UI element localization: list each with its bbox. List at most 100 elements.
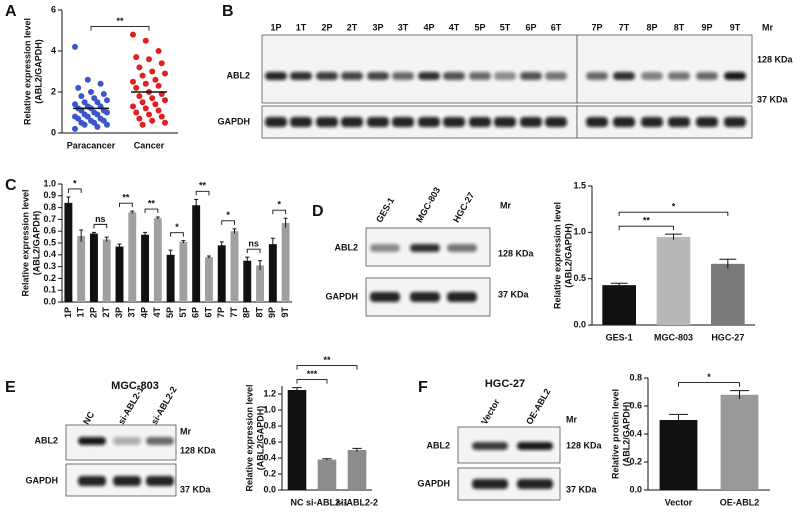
y-tick-label: 0.0 [629,484,642,494]
row-label: GAPDH [25,475,58,485]
y-tick-label: 0.0 [43,296,56,306]
x-tick-label: MGC-803 [654,332,693,342]
data-point [100,117,107,124]
x-tick-label: 9T [280,307,290,318]
lane-label: 3P [372,22,383,32]
protein-band [447,292,477,302]
protein-band [370,292,400,302]
protein-band [696,117,718,127]
y-tick-label: 0.5 [573,273,586,283]
significance-label: ** [643,216,651,226]
protein-band [469,117,491,127]
protein-band [545,72,567,80]
protein-band [724,72,746,80]
error-bar [104,236,109,242]
protein-band [520,72,542,80]
significance-bracket [296,379,328,384]
lane-label: NC [81,409,96,426]
protein-band [146,437,174,445]
significance-label: ns [95,214,106,224]
x-tick-label: 5P [165,307,175,318]
y-tick-label: 0.7 [43,214,56,224]
x-tick-label: 7P [216,307,226,318]
significance-label: * [707,372,711,382]
data-point [130,31,136,38]
blot-title: HGC-27 [485,378,525,390]
x-tick-label: 4P [139,307,149,318]
protein-band [392,72,414,80]
bar [204,257,213,302]
error-bar [91,231,96,235]
bar [287,390,307,490]
data-point [130,103,136,110]
significance-label: ** [116,16,124,26]
panel-letter: A [5,3,17,20]
significance-bracket [195,190,210,196]
x-tick-label: NC [291,497,304,507]
row-label: GAPDH [325,291,358,301]
y-tick-label: 0.4 [43,249,56,259]
bar [217,245,226,302]
y-tick-label: 0 [51,127,56,137]
protein-band [472,479,508,489]
data-point [139,72,146,79]
significance-bracket [119,202,133,208]
bar [64,202,73,302]
protein-band [367,72,389,80]
error-bar [206,255,211,259]
y-tick-label: 0.8 [263,420,276,430]
x-tick-label: HGC-27 [711,332,744,342]
error-bar [610,282,628,288]
significance-bracket [93,223,108,229]
data-point [81,121,88,128]
y-tick-label: 0.0 [573,319,586,329]
data-point [88,89,94,95]
bar [659,420,698,490]
bar [89,233,98,302]
size-label: 128 KDa [180,445,217,455]
x-tick-label: 2T [101,307,111,318]
data-point [149,68,156,75]
y-tick-label: 0.8 [43,202,56,212]
error-bar [130,210,135,214]
marker-label: Mr [762,22,773,32]
error-bar [245,256,250,265]
y-tick-label: 1.0 [43,178,56,188]
x-tick-label: 4T [152,307,162,318]
lane-label: 8T [674,22,685,32]
significance-label: ** [122,193,130,203]
data-point [94,123,101,130]
y-axis-label: (ABL2/GAPDH) [31,211,41,276]
x-tick-label: Vector [665,497,693,507]
x-tick-label: si-ABL2-2 [336,497,378,507]
x-tick-label: si-ABL2-1 [306,497,348,507]
bar [317,459,337,490]
data-point [130,78,136,85]
row-label: ABL2 [34,435,58,445]
significance-label: ** [323,355,331,365]
protein-band [494,117,516,127]
data-point [149,95,156,102]
x-tick-label: 6T [203,307,213,318]
y-tick-label: 0.3 [43,261,56,271]
bar [347,450,367,490]
bar [656,236,691,325]
bar [256,265,265,302]
bar [128,212,137,302]
bar [281,222,290,302]
data-point [139,121,146,128]
x-tick-label: GES-1 [606,332,633,342]
significance-bracket [618,225,674,231]
bar [268,244,277,302]
data-point [146,56,152,63]
data-point [136,93,143,100]
y-axis-label: Relative expression level [20,189,30,296]
data-point [84,113,91,120]
protein-band [613,72,635,80]
protein-band [78,437,106,445]
significance-label: * [175,222,179,232]
data-point [75,84,82,91]
size-label: 128 KDa [566,440,603,450]
y-tick-label: 0.9 [43,190,56,200]
